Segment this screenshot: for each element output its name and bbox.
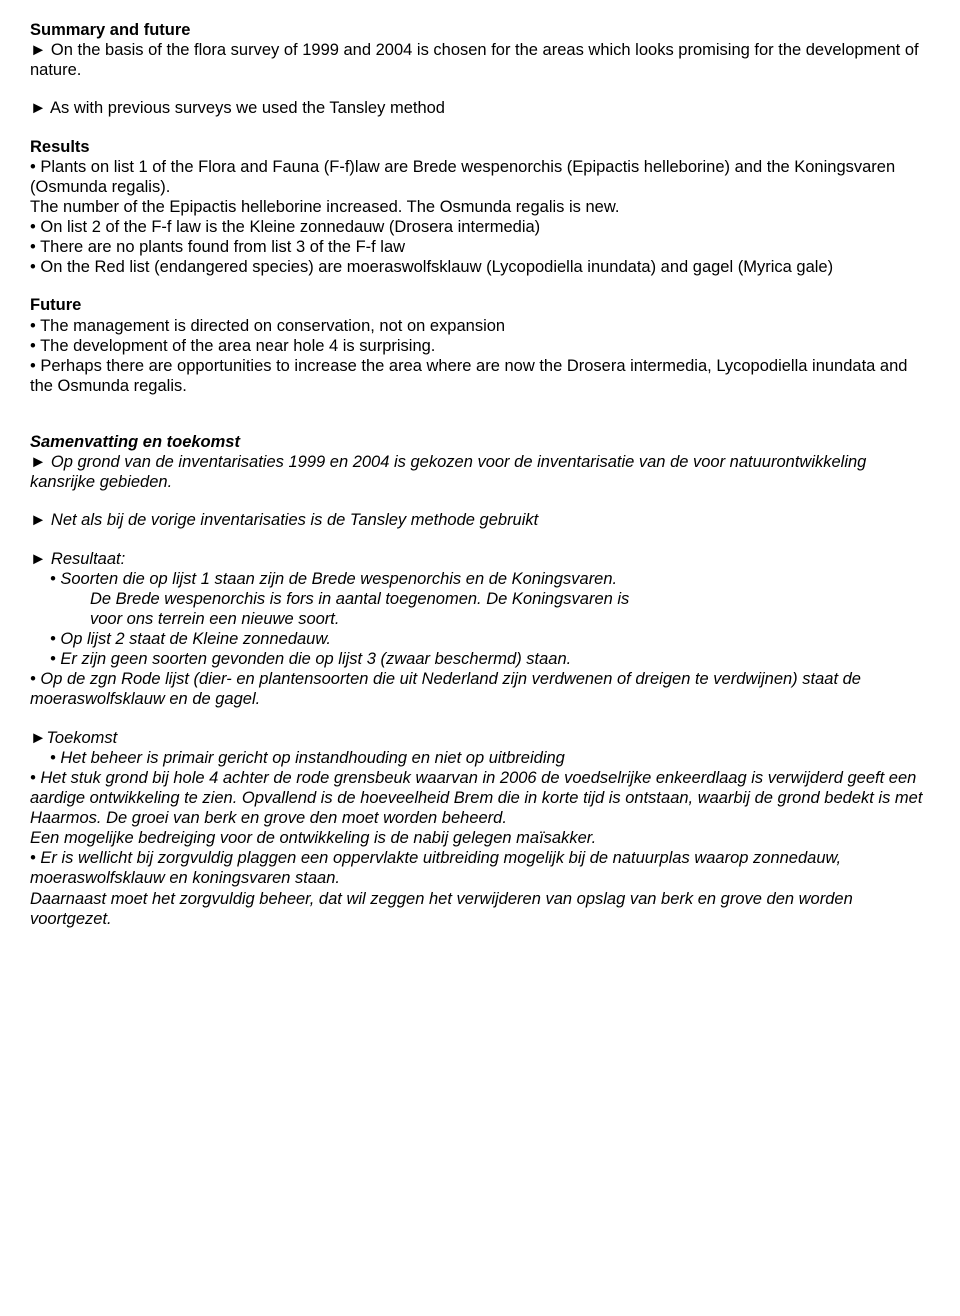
resultaat-heading: ► Resultaat: — [30, 549, 930, 569]
results-p3: • On list 2 of the F-f law is the Kleine… — [30, 217, 930, 237]
toekomst-heading: ►Toekomst — [30, 728, 930, 748]
samenvatting-p2: ► Net als bij de vorige inventarisaties … — [30, 510, 930, 530]
heading-samenvatting: Samenvatting en toekomst — [30, 432, 930, 452]
future-p2: • The development of the area near hole … — [30, 336, 930, 356]
toekomst-t2: • Het stuk grond bij hole 4 achter de ro… — [30, 768, 930, 828]
toekomst-t4: • Er is wellicht bij zorgvuldig plaggen … — [30, 848, 930, 888]
toekomst-t3: Een mogelijke bedreiging voor de ontwikk… — [30, 828, 930, 848]
heading-summary-future: Summary and future — [30, 20, 930, 40]
resultaat-r1: • Soorten die op lijst 1 staan zijn de B… — [30, 569, 930, 589]
results-p4: • There are no plants found from list 3 … — [30, 237, 930, 257]
summary-line1: ► On the basis of the flora survey of 19… — [30, 40, 930, 80]
resultaat-r1c: voor ons terrein een nieuwe soort. — [30, 609, 930, 629]
resultaat-r1b: De Brede wespenorchis is fors in aantal … — [30, 589, 930, 609]
resultaat-r4: • Op de zgn Rode lijst (dier- en planten… — [30, 669, 930, 709]
summary-line2: ► As with previous surveys we used the T… — [30, 98, 930, 118]
samenvatting-p1: ► Op grond van de inventarisaties 1999 e… — [30, 452, 930, 492]
future-p1: • The management is directed on conserva… — [30, 316, 930, 336]
toekomst-t5: Daarnaast moet het zorgvuldig beheer, da… — [30, 889, 930, 929]
resultaat-r3: • Er zijn geen soorten gevonden die op l… — [30, 649, 930, 669]
heading-future: Future — [30, 295, 930, 315]
heading-results: Results — [30, 137, 930, 157]
future-p3: • Perhaps there are opportunities to inc… — [30, 356, 930, 396]
results-p5: • On the Red list (endangered species) a… — [30, 257, 930, 277]
resultaat-r2: • Op lijst 2 staat de Kleine zonnedauw. — [30, 629, 930, 649]
toekomst-t1: • Het beheer is primair gericht op insta… — [30, 748, 930, 768]
results-p2: The number of the Epipactis helleborine … — [30, 197, 930, 217]
results-p1: • Plants on list 1 of the Flora and Faun… — [30, 157, 930, 197]
